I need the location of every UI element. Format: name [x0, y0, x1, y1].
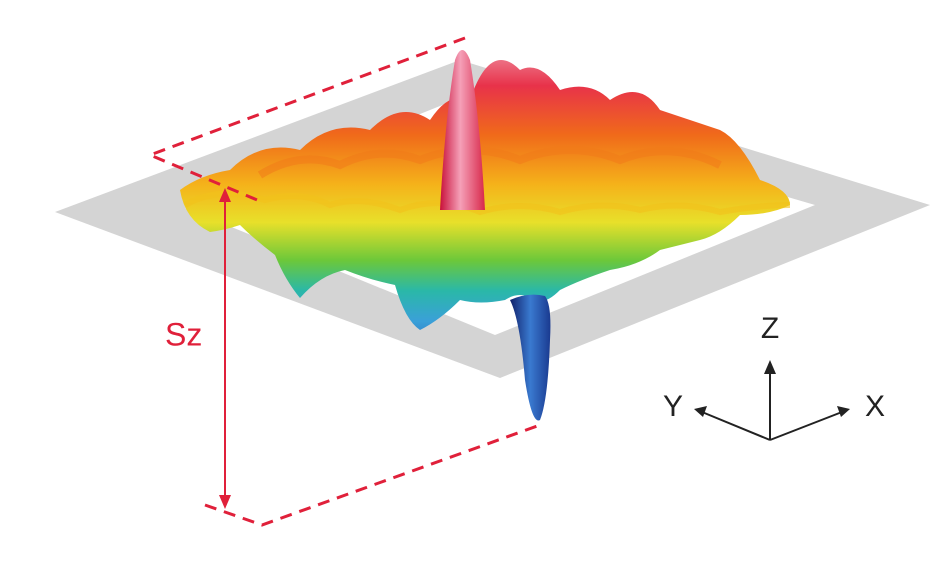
axis-triad: [694, 360, 850, 440]
page: Sz Z Y X (() => { const data = JSON.pars…: [0, 0, 932, 576]
y-axis-label: Y: [663, 390, 683, 423]
diagram: Sz Z Y X: [0, 0, 932, 576]
z-axis-label: Z: [761, 312, 779, 345]
x-axis-label: X: [865, 390, 885, 423]
sz-label: Sz: [165, 316, 202, 352]
